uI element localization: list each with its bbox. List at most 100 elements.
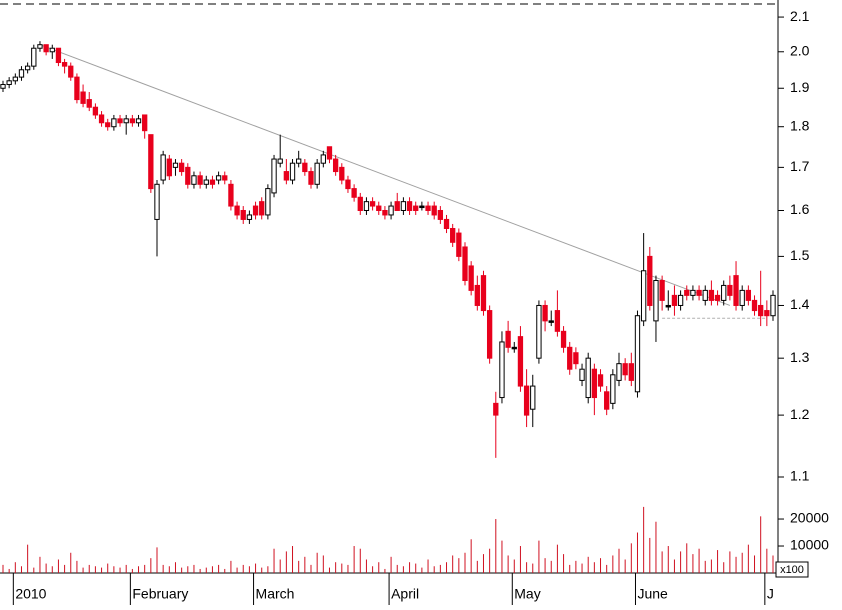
candle-body <box>671 294 678 306</box>
candle-body <box>702 289 708 301</box>
candle-body <box>585 357 591 399</box>
candle-body <box>18 69 25 78</box>
candle-body <box>665 304 671 308</box>
candle-body <box>419 205 425 209</box>
candle-body <box>659 280 665 301</box>
candle-body <box>486 310 493 359</box>
candle-body <box>234 205 240 216</box>
candle-body <box>369 201 376 207</box>
candle-body <box>320 154 326 164</box>
candle-body <box>68 65 74 78</box>
candle-body <box>733 275 739 306</box>
candle-body <box>634 315 641 393</box>
candle-body <box>308 171 314 185</box>
candle-body <box>745 289 752 301</box>
candle-body <box>523 385 530 416</box>
candle-body <box>302 162 308 173</box>
candle-body <box>222 175 228 181</box>
candle-body <box>185 166 191 185</box>
candle-body <box>536 304 542 359</box>
candle-body <box>296 158 302 164</box>
y-tick-label: 1.8 <box>790 117 810 133</box>
candle-body <box>622 363 628 376</box>
x-tick-label: April <box>391 586 419 602</box>
candle-body <box>684 289 690 296</box>
candle-body <box>468 265 474 291</box>
candle-body <box>480 275 487 312</box>
candle-body <box>289 162 296 181</box>
volume-unit-box <box>775 561 809 578</box>
candle-body <box>166 158 172 177</box>
volume-tick-label: 20000 <box>790 510 829 526</box>
candle-body <box>739 289 745 306</box>
y-tick-label: 1.7 <box>790 158 810 174</box>
trend-line <box>39 44 731 306</box>
x-tick-label: June <box>637 586 668 602</box>
candle-body <box>542 304 548 322</box>
y-tick-label: 1.3 <box>790 349 810 365</box>
candle-body <box>252 205 259 216</box>
candle-body <box>37 44 43 49</box>
candle-body <box>610 374 616 404</box>
candle-body <box>283 171 290 181</box>
candle-body <box>178 162 185 173</box>
y-tick-label: 1.2 <box>790 406 810 422</box>
candle-body <box>431 205 437 216</box>
x-tick-label: February <box>132 586 188 602</box>
candle-body <box>406 201 413 211</box>
candle-body <box>653 280 659 322</box>
candle-body <box>55 47 62 64</box>
candle-body <box>376 205 382 211</box>
candle-body <box>677 294 684 306</box>
candle-body <box>246 214 253 220</box>
candle-body <box>640 270 647 322</box>
candle-body <box>696 289 702 296</box>
candle-body <box>462 246 468 282</box>
candle-body <box>129 118 136 124</box>
candle-body <box>511 346 517 350</box>
candle-body <box>12 76 18 82</box>
candle-body <box>714 294 721 301</box>
candle-body <box>61 62 68 67</box>
candle-body <box>172 162 179 168</box>
candle-body <box>86 99 92 108</box>
candle-body <box>142 114 148 132</box>
candle-body <box>6 80 12 86</box>
candle-body <box>265 188 271 216</box>
candle-body <box>591 368 598 399</box>
candle-body <box>0 84 6 89</box>
candle-body <box>382 209 388 216</box>
candle-body <box>413 205 419 211</box>
candle-body <box>123 118 129 124</box>
candle-body <box>160 154 166 181</box>
candle-body <box>363 201 370 211</box>
candle-body <box>548 320 554 323</box>
candle-body <box>437 209 444 220</box>
candle-body <box>105 122 111 128</box>
candle-body <box>690 289 696 296</box>
y-tick-label: 1.1 <box>790 468 810 484</box>
candle-body <box>388 205 394 216</box>
candle-body <box>493 402 499 416</box>
candle-body <box>450 227 456 243</box>
candle-body <box>49 47 55 53</box>
x-tick-label: J <box>767 586 774 602</box>
candle-body <box>339 166 345 181</box>
candle-body <box>31 47 37 67</box>
candle-body <box>751 299 758 312</box>
candle-body <box>24 65 31 71</box>
candle-body <box>554 310 561 332</box>
candle-body <box>474 284 480 306</box>
candle-body <box>499 341 505 399</box>
candle-body <box>708 289 715 301</box>
candle-body <box>154 183 160 220</box>
candle-body <box>456 232 462 257</box>
candle-body <box>351 188 357 198</box>
y-tick-label: 1.9 <box>790 79 810 95</box>
candle-body <box>117 118 123 124</box>
candle-body <box>197 175 203 185</box>
candle-body <box>345 179 351 190</box>
y-tick-label: 2.1 <box>790 8 810 24</box>
